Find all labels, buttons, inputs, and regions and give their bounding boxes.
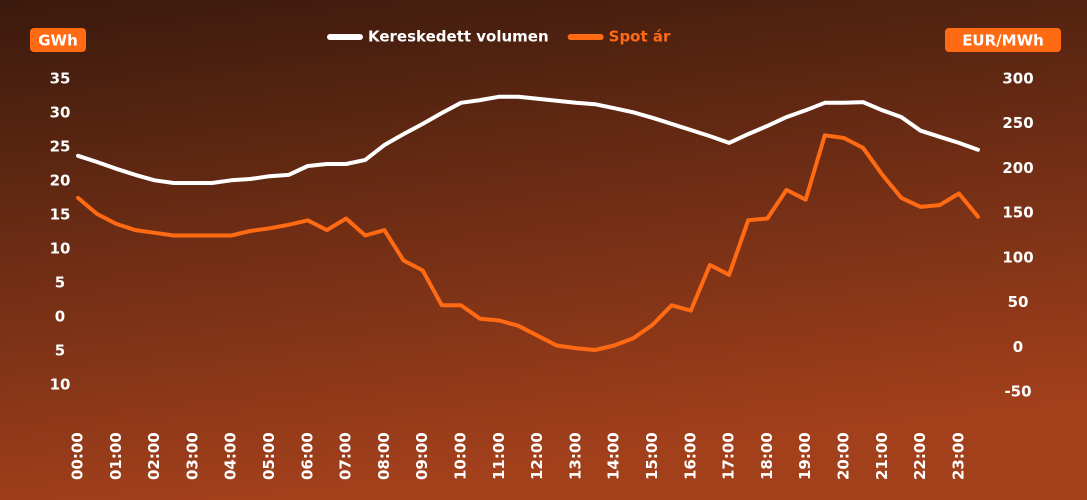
x-tick-label: 06:00 bbox=[298, 432, 316, 480]
y2-tick-label: 0 bbox=[1013, 338, 1023, 356]
y2-tick-label: 50 bbox=[1008, 293, 1029, 311]
x-tick-label: 13:00 bbox=[566, 432, 584, 480]
y-tick-label: 35 bbox=[50, 70, 71, 88]
y-tick-label: 5 bbox=[55, 274, 65, 292]
x-tick-label: 05:00 bbox=[260, 432, 278, 480]
legend: Kereskedett volumen Spot ár bbox=[327, 28, 671, 46]
x-tick-label: 01:00 bbox=[107, 432, 125, 480]
x-tick-label: 18:00 bbox=[758, 432, 776, 480]
y2-tick-label: 100 bbox=[1002, 248, 1033, 266]
x-tick-label: 20:00 bbox=[834, 432, 852, 480]
x-tick-label: 04:00 bbox=[222, 432, 240, 480]
legend-label: Kereskedett volumen bbox=[368, 28, 549, 46]
series-line bbox=[76, 133, 980, 352]
x-tick-label: 00:00 bbox=[69, 432, 87, 480]
y-tick-label: 25 bbox=[50, 138, 71, 156]
x-tick-label: 22:00 bbox=[911, 432, 929, 480]
y-tick-label: 0 bbox=[55, 308, 65, 326]
y2-tick-label: -50 bbox=[1004, 383, 1031, 401]
series-line bbox=[76, 94, 980, 185]
x-tick-label: 03:00 bbox=[183, 432, 201, 480]
x-tick-label: 16:00 bbox=[681, 432, 699, 480]
x-tick-label: 15:00 bbox=[643, 432, 661, 480]
x-tick-label: 12:00 bbox=[528, 432, 546, 480]
legend-label: Spot ár bbox=[609, 28, 671, 46]
y-tick-label: 5 bbox=[55, 342, 65, 360]
y2-tick-label: 150 bbox=[1002, 204, 1033, 222]
x-tick-label: 09:00 bbox=[413, 432, 431, 480]
y-tick-label: 15 bbox=[50, 206, 71, 224]
y-tick-label: 30 bbox=[50, 104, 71, 122]
x-tick-label: 11:00 bbox=[490, 432, 508, 480]
y-tick-label: 20 bbox=[50, 172, 71, 190]
y-tick-label: 10 bbox=[50, 240, 71, 258]
y2-tick-label: 250 bbox=[1002, 114, 1033, 132]
x-tick-label: 14:00 bbox=[605, 432, 623, 480]
y2-axis-badge bbox=[945, 28, 1061, 52]
x-tick-label: 08:00 bbox=[375, 432, 393, 480]
y2-tick-label: 200 bbox=[1002, 159, 1033, 177]
x-tick-label: 10:00 bbox=[451, 432, 469, 480]
x-tick-label: 17:00 bbox=[720, 432, 738, 480]
y-axis-badge bbox=[30, 28, 86, 52]
x-tick-label: 21:00 bbox=[873, 432, 891, 480]
y-tick-label: 10 bbox=[50, 376, 71, 394]
x-tick-label: 19:00 bbox=[796, 432, 814, 480]
y-axis-label: GWh bbox=[38, 32, 78, 50]
y2-tick-label: 300 bbox=[1002, 70, 1033, 88]
x-tick-label: 02:00 bbox=[145, 432, 163, 480]
x-tick-label: 07:00 bbox=[337, 432, 355, 480]
y2-axis-label: EUR/MWh bbox=[962, 32, 1044, 50]
x-tick-label: 23:00 bbox=[949, 432, 967, 480]
